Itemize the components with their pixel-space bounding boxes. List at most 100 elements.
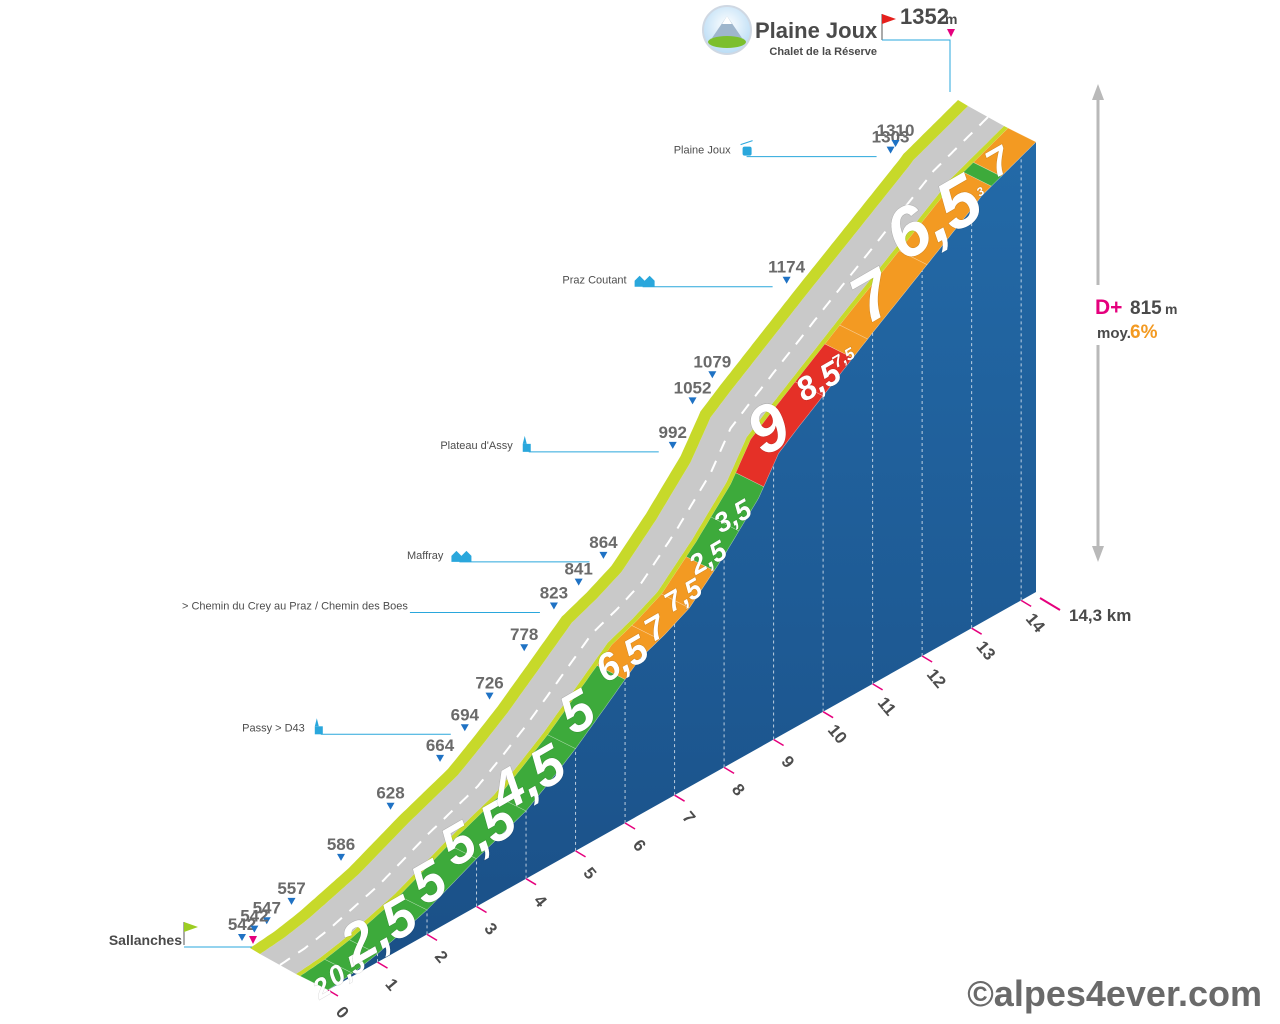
km-tick-mark [822,711,834,719]
km-tick-label: 14 [1022,609,1049,636]
km-tick-mark [377,961,388,969]
km-tick-mark [525,878,537,886]
summit-subtitle: Chalet de la Réserve [769,46,877,58]
altitude-label: 823 [540,584,568,603]
church-icon [522,435,531,452]
church-icon [314,718,323,735]
altitude-label: 1303 [872,128,910,147]
altitude-marker-icon [549,602,558,610]
altitude-marker-icon [891,139,900,147]
km-tick-mark [327,989,339,997]
houses-icon [634,275,655,287]
altitude-marker-icon [287,897,296,905]
summit-altitude: 1352 [900,4,949,29]
altitude-label: 726 [475,674,503,693]
altitude-marker-icon [262,917,271,925]
altitude-marker-icon [574,578,583,586]
place-name: > Chemin du Crey au Praz / Chemin des Bo… [182,601,408,613]
altitude-label: 628 [376,784,404,803]
km-tick-label: 11 [874,693,900,719]
houses-icon [451,550,472,562]
altitude-label: 542 [240,907,268,926]
km-tick-mark [575,850,586,858]
road-surface [260,106,1004,974]
altitude-marker-icon [688,397,697,405]
place-name: Maffray [407,550,444,562]
road-centerline [279,116,989,966]
gain-label: D+ [1095,296,1122,319]
place-name: Passy > D43 [242,722,305,734]
place-name: Praz Coutant [562,275,626,287]
altitude-label: 864 [589,533,618,552]
altitude-label: 694 [451,705,480,724]
altitude-label: 841 [564,560,592,579]
altitude-marker-icon [337,853,346,861]
start-marker-icon [249,936,257,944]
start-flag-icon [183,922,252,948]
altitude-marker-icon [886,146,895,154]
km-tick-label: 2 [431,947,452,966]
altitude-marker-icon [520,644,529,652]
elevation-span-arrow [1086,84,1110,562]
altitude-marker-icon [238,934,246,941]
km-tick-mark [773,738,784,747]
km-tick-mark [921,655,933,663]
profile-side-wall [328,142,1036,990]
mountain-badge-icon [702,5,752,55]
altitude-label: 586 [327,835,355,854]
start-marker: Sallanches [109,922,257,948]
place-name: Plaine Joux [674,145,731,157]
km-tick-mark [971,627,983,635]
average-label: moy. [1097,325,1131,342]
altitude-label: 547 [253,898,281,917]
altitude-label: 1174 [768,258,805,277]
altitude-marker-icon [436,754,445,762]
gain-value: 815 [1130,298,1162,319]
altitude-label: 1079 [693,352,731,371]
altitude-marker-icon [386,802,395,810]
road-shoulder-far [250,100,968,954]
km-tick-mark [476,905,487,914]
km-tick-label: 4 [530,891,551,911]
cable-car-icon [740,140,753,156]
km-tick-mark [1020,599,1032,607]
km-tick-mark [624,822,636,830]
altitude-label: 1310 [877,121,915,140]
km-tick-mark [426,933,438,941]
altitude-marker-icon [485,692,494,700]
km-tick-mark [674,794,685,802]
gain-unit: m [1165,301,1177,317]
altitude-marker-icon [708,371,717,379]
credit-watermark: ©alpes4ever.com [967,973,1262,1014]
altitude-marker-icon [599,551,608,559]
summit-altitude-unit: m [945,11,957,27]
altitude-label: 1052 [674,378,712,397]
climb-totals: D+ 815 m moy. 6% 14,3 km [1039,296,1177,625]
altitude-label: 992 [659,423,687,442]
km-tick-label: 6 [629,836,650,855]
km-tick-label: 1 [381,975,402,994]
km-tick-label: 3 [480,919,501,938]
km-tick-label: 13 [972,637,999,664]
summit-marker-icon [947,29,955,37]
altitude-label: 542 [228,915,256,934]
start-name: Sallanches [109,932,182,948]
altitude-marker-icon [460,724,469,732]
altitude-marker-icon [250,925,259,933]
average-grade: 6% [1130,322,1158,343]
place-name: Plateau d'Assy [440,440,513,452]
km-tick-mark [723,766,735,774]
km-tick-label: 5 [579,864,600,883]
summit-name: Plaine Joux [755,18,878,43]
km-tick-label: 10 [824,721,851,748]
km-tick-label: 8 [728,780,749,799]
altitude-label: 664 [426,736,455,755]
km-tick-label: 0 [332,1003,353,1022]
km-tick-label: 9 [777,752,798,771]
altitude-label: 778 [510,625,538,644]
altitude-marker-icon [668,441,677,449]
summit-header: Plaine Joux Chalet de la Réserve 1352 m [702,4,957,92]
altitude-marker-icon [782,276,791,284]
altitude-label: 557 [277,879,305,898]
